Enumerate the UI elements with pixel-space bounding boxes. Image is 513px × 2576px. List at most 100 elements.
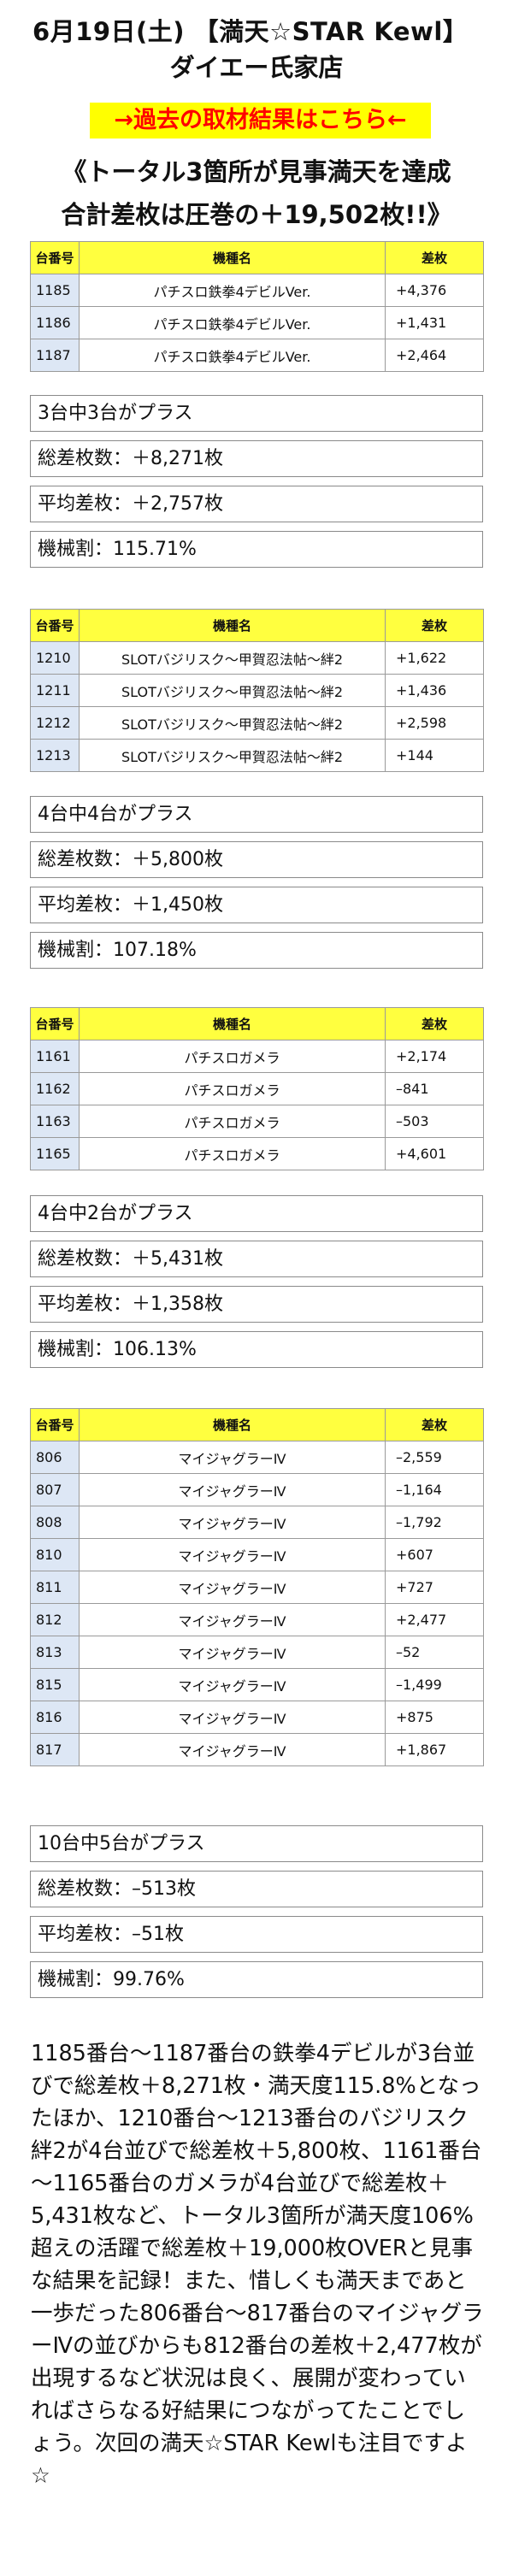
table-row: 817 マイジャグラーⅣ +1,867 — [30, 1733, 484, 1766]
machine-number: 1213 — [30, 739, 80, 772]
header-machine: 機種名 — [79, 1408, 386, 1441]
machine-name: マイジャグラーⅣ — [79, 1538, 386, 1571]
coin-diff: +4,376 — [385, 274, 484, 307]
average-diff-box: 平均差枚：–51枚 — [30, 1916, 483, 1953]
machine-number: 817 — [30, 1733, 80, 1766]
coin-diff: –2,559 — [385, 1441, 484, 1474]
machine-name: マイジャグラーⅣ — [79, 1733, 386, 1766]
table-row: 815 マイジャグラーⅣ –1,499 — [30, 1668, 484, 1701]
machine-name: マイジャグラーⅣ — [79, 1636, 386, 1669]
coin-diff: –841 — [385, 1072, 484, 1105]
table-row: 806 マイジャグラーⅣ –2,559 — [30, 1441, 484, 1474]
machine-number: 813 — [30, 1636, 80, 1669]
coin-diff: +2,174 — [385, 1040, 484, 1073]
table-row: 1165 パチスロガメラ +4,601 — [30, 1137, 484, 1170]
plus-count-box: 4台中2台がプラス — [30, 1195, 483, 1232]
machine-name: SLOTバジリスク～甲賀忍法帖～絆2 — [79, 706, 386, 740]
coin-diff: +727 — [385, 1571, 484, 1604]
total-diff-box: 総差枚数：–513枚 — [30, 1871, 483, 1907]
table-row: 1211 SLOTバジリスク～甲賀忍法帖～絆2 +1,436 — [30, 674, 484, 707]
table-row: 808 マイジャグラーⅣ –1,792 — [30, 1506, 484, 1539]
headline-line-1: 《トータル3箇所が見事満天を達成 — [62, 157, 451, 186]
coin-diff: +2,477 — [385, 1603, 484, 1636]
header-number: 台番号 — [30, 609, 80, 642]
machine-number: 1211 — [30, 674, 80, 707]
header-diff: 差枚 — [385, 609, 484, 642]
results-table: 台番号 機種名 差枚 1161 パチスロガメラ +2,174 1162 パチスロガメラ… — [30, 1007, 484, 1170]
machine-name: マイジャグラーⅣ — [79, 1441, 386, 1474]
header-number: 台番号 — [30, 1408, 80, 1441]
machine-number: 1162 — [30, 1072, 80, 1105]
machine-name: パチスロ鉄拳4デビルVer. — [79, 274, 386, 307]
total-diff-box: 総差枚数：＋5,800枚 — [30, 841, 483, 878]
event-title: 6月19日(土) 【満天☆STAR Kewl】 — [32, 17, 469, 46]
coin-diff: –503 — [385, 1105, 484, 1138]
coin-diff: –1,792 — [385, 1506, 484, 1539]
average-diff-box: 平均差枚：＋1,358枚 — [30, 1286, 483, 1323]
machine-number: 1161 — [30, 1040, 80, 1073]
table-header-row: 台番号 機種名 差枚 — [30, 1408, 484, 1441]
machine-name: マイジャグラーⅣ — [79, 1668, 386, 1701]
machine-name: パチスロガメラ — [79, 1040, 386, 1073]
machine-number: 806 — [30, 1441, 80, 1474]
machine-name: マイジャグラーⅣ — [79, 1473, 386, 1506]
coin-diff: +2,598 — [385, 706, 484, 740]
machine-name: パチスロ鉄拳4デビルVer. — [79, 339, 386, 372]
headline-line-2: 合計差枚は圧巻の＋19,502枚!!》 — [61, 200, 452, 229]
machine-number: 1163 — [30, 1105, 80, 1138]
coin-diff: –52 — [385, 1636, 484, 1669]
machine-name: SLOTバジリスク～甲賀忍法帖～絆2 — [79, 641, 386, 675]
coin-diff: +4,601 — [385, 1137, 484, 1170]
table-row: 816 マイジャグラーⅣ +875 — [30, 1701, 484, 1734]
results-table: 台番号 機種名 差枚 1185 パチスロ鉄拳4デビルVer. +4,376 1186… — [30, 241, 484, 372]
summary-paragraph: 1185番台～1187番台の鉄拳4デビルが3台並びで総差枚＋8,271枚・満天度… — [31, 2041, 484, 2489]
machine-number: 815 — [30, 1668, 80, 1701]
table-header-row: 台番号 機種名 差枚 — [30, 609, 484, 642]
header-diff: 差枚 — [385, 1007, 484, 1040]
table-row: 1212 SLOTバジリスク～甲賀忍法帖～絆2 +2,598 — [30, 706, 484, 740]
plus-count-box: 4台中4台がプラス — [30, 796, 483, 833]
machine-number: 816 — [30, 1701, 80, 1734]
header-machine: 機種名 — [79, 609, 386, 642]
payout-rate-box: 機械割：106.13% — [30, 1331, 483, 1368]
header-machine: 機種名 — [79, 241, 386, 274]
table-header-row: 台番号 機種名 差枚 — [30, 241, 484, 274]
results-table: 台番号 機種名 差枚 1210 SLOTバジリスク～甲賀忍法帖～絆2 +1,622 … — [30, 609, 484, 772]
header-number: 台番号 — [30, 1007, 80, 1040]
machine-number: 1165 — [30, 1137, 80, 1170]
table-row: 1210 SLOTバジリスク～甲賀忍法帖～絆2 +1,622 — [30, 641, 484, 675]
plus-count-box: 10台中5台がプラス — [30, 1825, 483, 1862]
results-table: 台番号 機種名 差枚 806 マイジャグラーⅣ –2,559 807 マイジャグラーⅣ… — [30, 1408, 484, 1766]
table-row: 1213 SLOTバジリスク～甲賀忍法帖～絆2 +144 — [30, 739, 484, 772]
header-diff: 差枚 — [385, 1408, 484, 1441]
machine-number: 811 — [30, 1571, 80, 1604]
machine-name: マイジャグラーⅣ — [79, 1701, 386, 1734]
machine-name: パチスロガメラ — [79, 1137, 386, 1170]
past-results-link[interactable]: →過去の取材結果はこちら← — [90, 103, 431, 139]
machine-name: パチスロガメラ — [79, 1105, 386, 1138]
machine-number: 810 — [30, 1538, 80, 1571]
table-row: 1187 パチスロ鉄拳4デビルVer. +2,464 — [30, 339, 484, 372]
machine-number: 1185 — [30, 274, 80, 307]
article-header: 6月19日(土) 【満天☆STAR Kewl】 ダイエー氏家店 — [0, 0, 513, 94]
table-row: 811 マイジャグラーⅣ +727 — [30, 1571, 484, 1604]
table-row: 1162 パチスロガメラ –841 — [30, 1072, 484, 1105]
coin-diff: +1,622 — [385, 641, 484, 675]
table-row: 807 マイジャグラーⅣ –1,164 — [30, 1473, 484, 1506]
coin-diff: +1,431 — [385, 306, 484, 339]
coin-diff: +2,464 — [385, 339, 484, 372]
coin-diff: +607 — [385, 1538, 484, 1571]
table-row: 810 マイジャグラーⅣ +607 — [30, 1538, 484, 1571]
table-row: 1163 パチスロガメラ –503 — [30, 1105, 484, 1138]
machine-number: 807 — [30, 1473, 80, 1506]
table-row: 1186 パチスロ鉄拳4デビルVer. +1,431 — [30, 306, 484, 339]
machine-number: 1210 — [30, 641, 80, 675]
machine-name: マイジャグラーⅣ — [79, 1571, 386, 1604]
total-diff-box: 総差枚数：＋8,271枚 — [30, 440, 483, 477]
payout-rate-box: 機械割：115.71% — [30, 531, 483, 568]
coin-diff: +1,436 — [385, 674, 484, 707]
payout-rate-box: 機械割：107.18% — [30, 932, 483, 969]
machine-number: 812 — [30, 1603, 80, 1636]
machine-number: 1187 — [30, 339, 80, 372]
machine-number: 1186 — [30, 306, 80, 339]
